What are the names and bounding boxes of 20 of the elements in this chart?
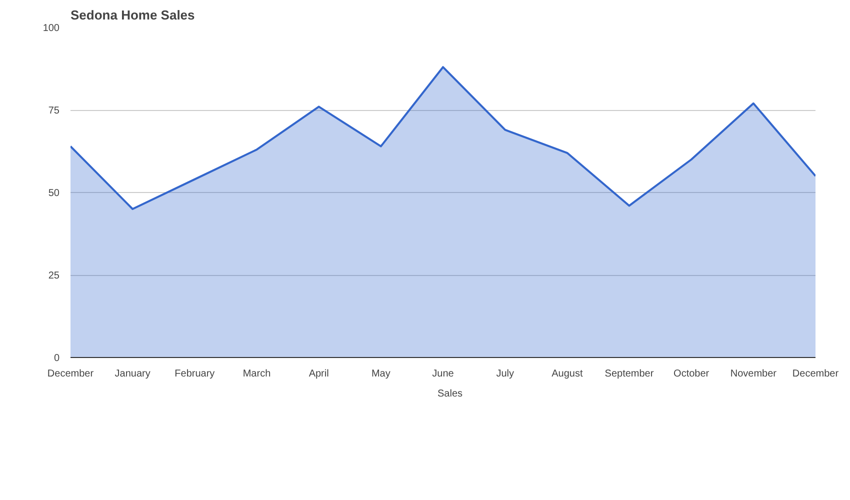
y-tick-label: 100: [42, 23, 60, 34]
y-tick-label: 0: [54, 353, 60, 364]
chart-title: Sedona Home Sales: [70, 8, 195, 22]
x-tick-label: June: [432, 368, 454, 380]
text: Sales: [437, 388, 463, 400]
x-tick-label: February: [174, 368, 215, 380]
x-tick-label: March: [242, 368, 271, 380]
y-tick-label: 50: [48, 188, 60, 199]
x-tick-label: November: [730, 368, 778, 380]
x-tick-label: September: [604, 368, 654, 380]
x-tick-label: August: [552, 368, 583, 380]
x-tick-label: December: [792, 368, 840, 380]
y-tick-label: 75: [48, 106, 60, 116]
x-tick-label: April: [308, 368, 329, 380]
x-tick-label: December: [47, 368, 94, 380]
x-tick-label: October: [674, 368, 710, 380]
x-tick-label: July: [496, 368, 514, 380]
x-tick-label: May: [371, 368, 390, 380]
x-tick-label: January: [114, 368, 150, 380]
y-tick-label: 25: [48, 270, 60, 282]
